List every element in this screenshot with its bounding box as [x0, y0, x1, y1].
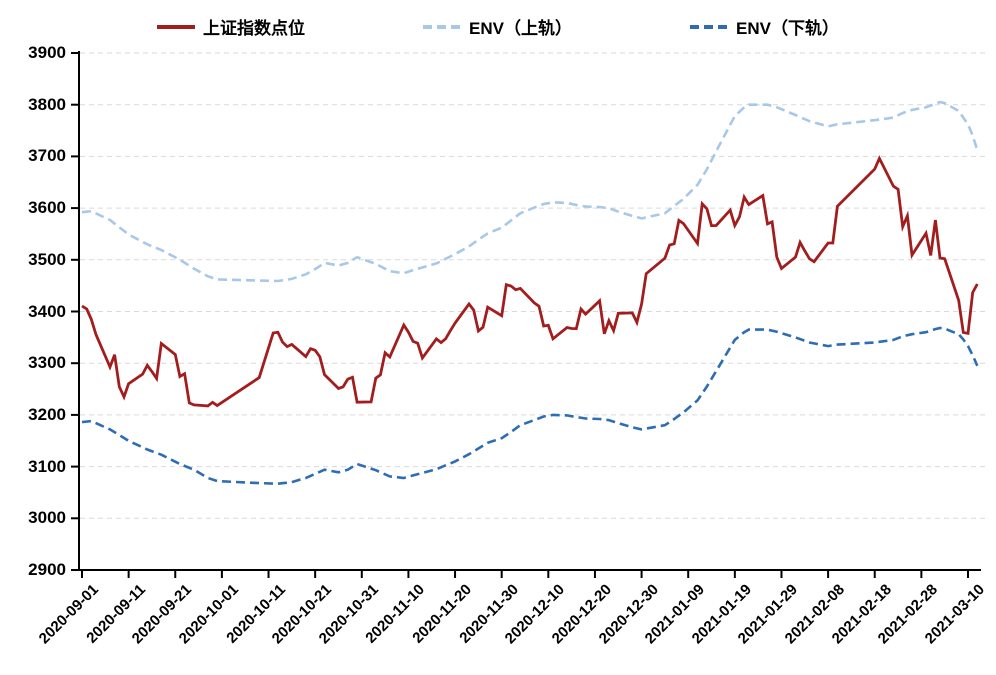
y-tick-label: 3900	[28, 43, 66, 62]
y-tick-label: 3700	[28, 146, 66, 166]
series-line-2	[81, 326, 979, 486]
y-tick-label: 3200	[28, 404, 66, 424]
y-tick-label: 3600	[28, 198, 66, 218]
legend-line-dashed-icon	[690, 24, 728, 29]
legend-item-env-lower: ENV（下轨）	[690, 14, 839, 39]
chart-legend: 上证指数点位 ENV（上轨） ENV（下轨）	[0, 14, 996, 39]
y-tick-label: 3400	[28, 301, 66, 321]
legend-line-solid-icon	[157, 24, 196, 29]
y-tick-label: 3100	[28, 456, 66, 476]
y-tick-label: 3500	[28, 249, 66, 269]
series-line-1	[81, 100, 979, 283]
legend-label-env-lower: ENV（下轨）	[736, 19, 839, 38]
legend-label-sse-index: 上证指数点位	[203, 19, 306, 38]
y-tick-label: 3800	[28, 94, 66, 114]
legend-item-sse-index: 上证指数点位	[157, 14, 305, 39]
legend-label-env-upper: ENV（上轨）	[469, 19, 572, 38]
y-tick-label: 2900	[28, 560, 66, 579]
y-tick-label: 3000	[28, 508, 66, 528]
y-tick-label: 3300	[28, 353, 66, 373]
legend-line-dashed-icon	[423, 24, 462, 29]
series-line-0	[81, 155, 979, 408]
legend-item-env-upper: ENV（上轨）	[423, 14, 572, 39]
